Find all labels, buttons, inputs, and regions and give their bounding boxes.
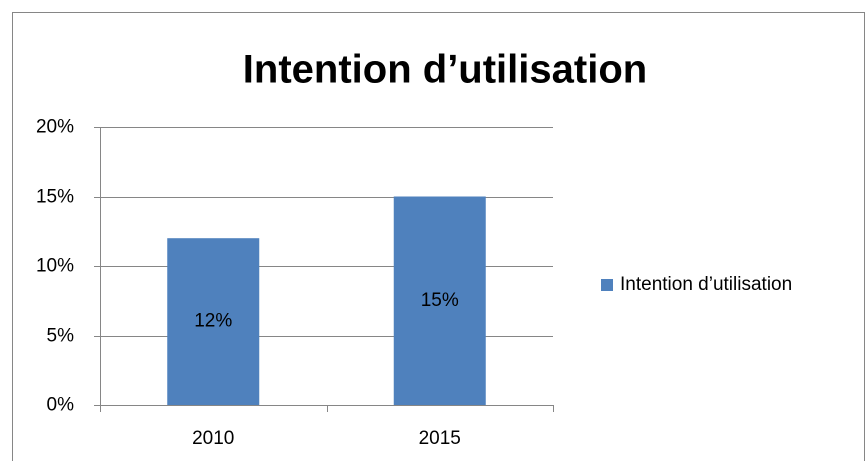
- chart-title: Intention d’utilisation: [243, 48, 647, 92]
- data-label: 12%: [194, 311, 232, 332]
- x-tick-label: 2015: [419, 428, 461, 449]
- bar: [167, 238, 260, 405]
- legend-label: Intention d’utilisation: [620, 274, 792, 295]
- bar: [393, 196, 486, 405]
- y-tick-label: 20%: [36, 117, 74, 138]
- y-tick-label: 15%: [36, 187, 74, 208]
- legend-swatch: [601, 279, 613, 291]
- y-tick-label: 10%: [36, 256, 74, 277]
- data-label: 15%: [421, 290, 459, 311]
- x-tick-label: 2010: [192, 428, 234, 449]
- y-tick-label: 5%: [47, 326, 75, 347]
- y-tick-label: 0%: [47, 395, 75, 416]
